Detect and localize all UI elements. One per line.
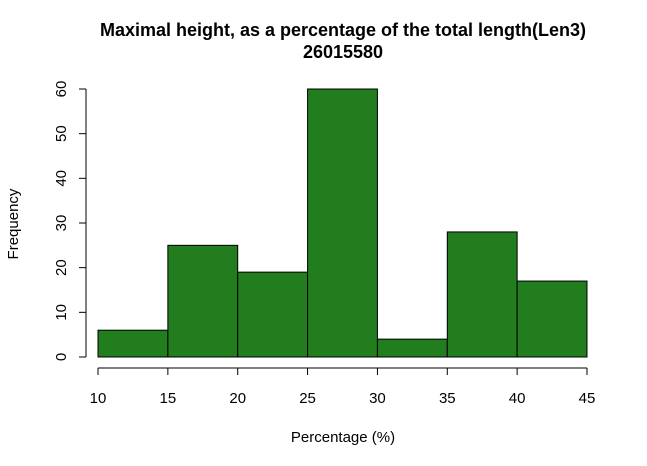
x-tick-label: 40 — [509, 390, 526, 407]
x-tick-label: 45 — [579, 390, 596, 407]
y-tick-label: 60 — [53, 81, 70, 98]
histogram-bar-1 — [97, 329, 169, 358]
chart-title: Maximal height, as a percentage of the t… — [100, 20, 586, 40]
x-tick-label: 25 — [299, 390, 316, 407]
x-tick-label: 15 — [160, 390, 177, 407]
x-tick-label: 20 — [229, 390, 246, 407]
x-tick-label: 35 — [439, 390, 456, 407]
bars-group — [97, 88, 588, 358]
y-tick-label: 40 — [53, 170, 70, 187]
histogram-bar-7 — [516, 280, 588, 358]
histogram-bar-4 — [307, 88, 378, 358]
histogram-bar-5 — [376, 338, 448, 358]
y-tick-label: 0 — [53, 353, 70, 361]
y-axis-label: Frequency — [5, 188, 22, 259]
histogram-bar-3 — [237, 271, 309, 358]
y-tick-label: 50 — [53, 125, 70, 142]
histogram-bar-2 — [167, 244, 239, 358]
chart-subtitle: 26015580 — [303, 42, 383, 62]
y-tick-label: 20 — [53, 259, 70, 276]
x-axis-label: Percentage (%) — [291, 429, 395, 446]
y-axis: 0 10 20 30 40 50 60 — [53, 81, 87, 361]
x-tick-label: 10 — [90, 390, 107, 407]
y-tick-label: 10 — [53, 304, 70, 321]
y-tick-label: 30 — [53, 215, 70, 232]
histogram-bar-6 — [446, 231, 518, 358]
x-axis: 10 15 20 25 30 35 40 45 — [90, 367, 596, 407]
x-tick-label: 30 — [369, 390, 386, 407]
